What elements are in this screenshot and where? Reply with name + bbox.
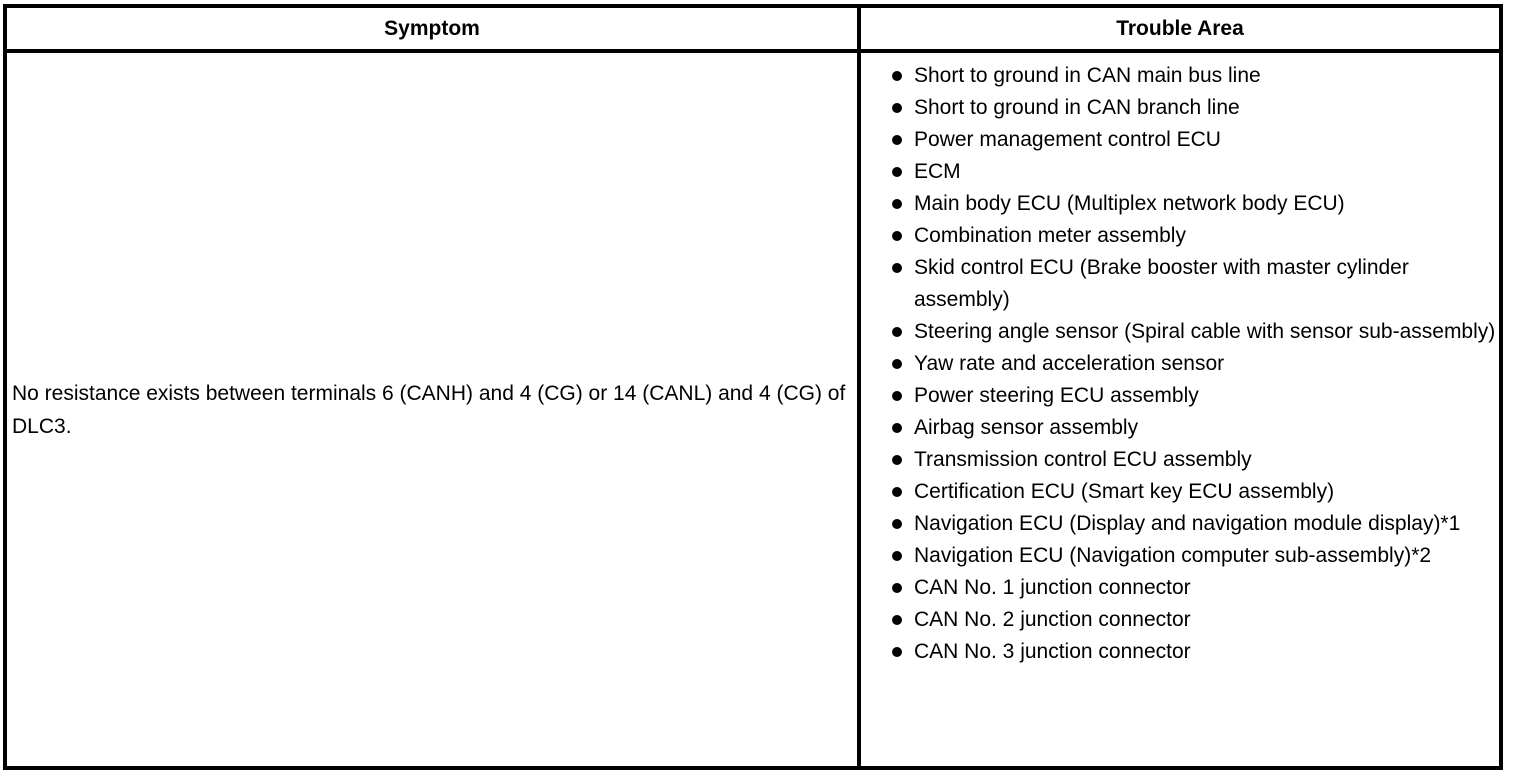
- bullet-icon: [892, 519, 902, 529]
- trouble-area-text: ECM: [914, 160, 961, 183]
- table-row: No resistance exists between terminals 6…: [7, 53, 1499, 766]
- bullet-icon: [892, 167, 902, 177]
- trouble-area-text: Yaw rate and acceleration sensor: [914, 352, 1225, 375]
- symptom-text: No resistance exists between terminals 6…: [12, 381, 846, 438]
- trouble-area-text: Skid control ECU (Brake booster with mas…: [914, 256, 1409, 311]
- trouble-area-text: Combination meter assembly: [914, 224, 1186, 247]
- trouble-area-item: Transmission control ECU assembly: [861, 444, 1499, 476]
- bullet-icon: [892, 391, 902, 401]
- bullet-icon: [892, 455, 902, 465]
- trouble-area-text: Short to ground in CAN branch line: [914, 96, 1240, 119]
- bullet-icon: [892, 583, 902, 593]
- trouble-area-text: Navigation ECU (Navigation computer sub-…: [914, 544, 1432, 567]
- trouble-area-item: CAN No. 1 junction connector: [861, 572, 1499, 604]
- trouble-area-text: Transmission control ECU assembly: [914, 448, 1252, 471]
- trouble-area-item: CAN No. 2 junction connector: [861, 604, 1499, 636]
- bullet-icon: [892, 231, 902, 241]
- trouble-area-item: Certification ECU (Smart key ECU assembl…: [861, 476, 1499, 508]
- bullet-icon: [892, 103, 902, 113]
- trouble-area-item: Main body ECU (Multiplex network body EC…: [861, 188, 1499, 220]
- trouble-area-item: Navigation ECU (Display and navigation m…: [861, 508, 1499, 540]
- trouble-area-item: Steering angle sensor (Spiral cable with…: [861, 316, 1499, 348]
- trouble-area-text: CAN No. 3 junction connector: [914, 640, 1191, 663]
- trouble-area-item: Airbag sensor assembly: [861, 412, 1499, 444]
- trouble-area-item: Power steering ECU assembly: [861, 380, 1499, 412]
- bullet-icon: [892, 647, 902, 657]
- column-header-symptom: Symptom: [7, 8, 861, 49]
- bullet-icon: [892, 263, 902, 273]
- bullet-icon: [892, 135, 902, 145]
- trouble-area-text: CAN No. 1 junction connector: [914, 576, 1191, 599]
- trouble-area-text: Certification ECU (Smart key ECU assembl…: [914, 480, 1335, 503]
- trouble-area-text: Main body ECU (Multiplex network body EC…: [914, 192, 1345, 215]
- bullet-icon: [892, 359, 902, 369]
- trouble-area-text: Power management control ECU: [914, 128, 1221, 151]
- trouble-area-item: CAN No. 3 junction connector: [861, 636, 1499, 668]
- trouble-area-item: Skid control ECU (Brake booster with mas…: [861, 252, 1499, 316]
- trouble-area-item: Short to ground in CAN branch line: [861, 92, 1499, 124]
- trouble-area-item: Power management control ECU: [861, 124, 1499, 156]
- trouble-area-item: Short to ground in CAN main bus line: [861, 60, 1499, 92]
- bullet-icon: [892, 615, 902, 625]
- symptom-trouble-table: Symptom Trouble Area No resistance exist…: [3, 4, 1503, 770]
- trouble-area-item: ECM: [861, 156, 1499, 188]
- bullet-icon: [892, 423, 902, 433]
- trouble-area-text: Power steering ECU assembly: [914, 384, 1199, 407]
- trouble-area-text: Short to ground in CAN main bus line: [914, 64, 1261, 87]
- symptom-cell: No resistance exists between terminals 6…: [7, 53, 861, 766]
- column-header-trouble-area: Trouble Area: [1116, 16, 1244, 40]
- bullet-icon: [892, 551, 902, 561]
- trouble-area-text: Airbag sensor assembly: [914, 416, 1139, 439]
- bullet-icon: [892, 199, 902, 209]
- trouble-area-text: Navigation ECU (Display and navigation m…: [914, 512, 1461, 535]
- trouble-area-text: CAN No. 2 junction connector: [914, 608, 1191, 631]
- table-header-row: Symptom Trouble Area: [7, 8, 1499, 53]
- bullet-icon: [892, 487, 902, 497]
- bullet-icon: [892, 71, 902, 81]
- trouble-area-item: Yaw rate and acceleration sensor: [861, 348, 1499, 380]
- bullet-icon: [892, 327, 902, 337]
- trouble-area-item: Combination meter assembly: [861, 220, 1499, 252]
- trouble-area-item: Navigation ECU (Navigation computer sub-…: [861, 540, 1499, 572]
- trouble-area-text: Steering angle sensor (Spiral cable with…: [914, 320, 1496, 343]
- trouble-area-list: Short to ground in CAN main bus line Shor…: [861, 53, 1499, 766]
